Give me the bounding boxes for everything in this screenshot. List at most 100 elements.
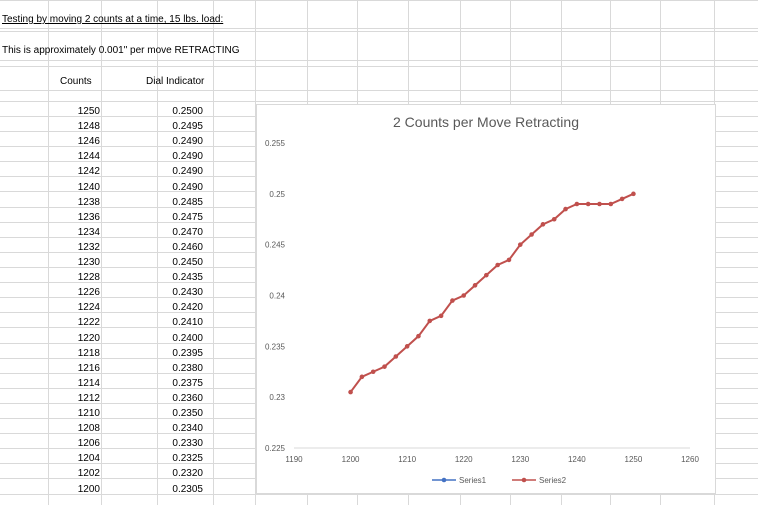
counts-cell[interactable]: 1220 bbox=[77, 333, 100, 344]
counts-cell[interactable]: 1244 bbox=[77, 151, 100, 162]
dial-indicator-cell[interactable]: 0.2360 bbox=[172, 393, 203, 404]
data-point[interactable] bbox=[540, 222, 546, 227]
dial-indicator-cell[interactable]: 0.2500 bbox=[172, 106, 203, 117]
counts-cell[interactable]: 1242 bbox=[77, 166, 100, 177]
row-gridline bbox=[0, 494, 758, 495]
dial-indicator-cell[interactable]: 0.2430 bbox=[172, 287, 203, 298]
data-point[interactable] bbox=[461, 293, 467, 298]
sheet-title-cell[interactable]: Testing by moving 2 counts at a time, 15… bbox=[2, 14, 224, 25]
data-point[interactable] bbox=[404, 344, 410, 349]
dial-indicator-cell[interactable]: 0.2485 bbox=[172, 197, 203, 208]
data-point[interactable] bbox=[416, 333, 421, 339]
data-point[interactable] bbox=[529, 232, 534, 237]
y-tick-label: 0.235 bbox=[265, 342, 286, 351]
data-point[interactable] bbox=[382, 364, 387, 369]
dial-indicator-cell[interactable]: 0.2305 bbox=[172, 484, 203, 495]
counts-cell[interactable]: 1246 bbox=[77, 136, 100, 147]
data-point[interactable] bbox=[608, 201, 614, 207]
data-point[interactable] bbox=[472, 283, 478, 288]
counts-cell[interactable]: 1222 bbox=[77, 317, 100, 328]
dial-indicator-cell[interactable]: 0.2400 bbox=[172, 333, 203, 344]
dial-indicator-cell[interactable]: 0.2475 bbox=[172, 212, 203, 223]
counts-cell[interactable]: 1208 bbox=[77, 423, 100, 434]
counts-cell[interactable]: 1202 bbox=[77, 468, 100, 479]
dial-indicator-cell[interactable]: 0.2490 bbox=[172, 182, 203, 193]
dial-indicator-cell[interactable]: 0.2450 bbox=[172, 257, 203, 268]
legend-marker bbox=[441, 477, 447, 483]
dial-indicator-cell[interactable]: 0.2490 bbox=[172, 151, 203, 162]
dial-indicator-cell[interactable]: 0.2420 bbox=[172, 302, 203, 313]
data-point[interactable] bbox=[450, 298, 455, 303]
counts-cell[interactable]: 1206 bbox=[77, 438, 100, 449]
dial-indicator-cell[interactable]: 0.2495 bbox=[172, 121, 203, 132]
dial-indicator-cell[interactable]: 0.2350 bbox=[172, 408, 203, 419]
data-point[interactable] bbox=[585, 201, 591, 207]
x-tick-label: 1250 bbox=[625, 455, 643, 464]
counts-cell[interactable]: 1236 bbox=[77, 212, 100, 223]
counts-cell[interactable]: 1210 bbox=[77, 408, 100, 419]
data-point[interactable] bbox=[597, 201, 602, 207]
counts-cell[interactable]: 1218 bbox=[77, 348, 100, 359]
data-point[interactable] bbox=[631, 191, 636, 197]
data-point[interactable] bbox=[348, 389, 353, 395]
data-point[interactable] bbox=[495, 262, 500, 268]
dial-indicator-cell[interactable]: 0.2380 bbox=[172, 363, 203, 374]
data-point[interactable] bbox=[563, 206, 568, 212]
x-tick-label: 1220 bbox=[455, 455, 473, 464]
data-point[interactable] bbox=[484, 272, 489, 278]
x-tick-label: 1200 bbox=[342, 455, 360, 464]
data-point[interactable] bbox=[517, 242, 523, 247]
counts-cell[interactable]: 1248 bbox=[77, 121, 100, 132]
data-point[interactable] bbox=[574, 201, 580, 207]
x-axis-ticks: 1190 1200 1210 1220 1230 1240 1250 1260 bbox=[285, 455, 699, 464]
dial-indicator-cell[interactable]: 0.2410 bbox=[172, 317, 203, 328]
dial-indicator-cell[interactable]: 0.2460 bbox=[172, 242, 203, 253]
dial-indicator-cell[interactable]: 0.2340 bbox=[172, 423, 203, 434]
counts-cell[interactable]: 1204 bbox=[77, 453, 100, 464]
row-gridline bbox=[0, 101, 758, 102]
counts-cell[interactable]: 1214 bbox=[77, 378, 100, 389]
counts-cell[interactable]: 1212 bbox=[77, 393, 100, 404]
counts-cell[interactable]: 1232 bbox=[77, 242, 100, 253]
counts-cell[interactable]: 1238 bbox=[77, 197, 100, 208]
dial-indicator-cell[interactable]: 0.2435 bbox=[172, 272, 203, 283]
dial-indicator-header-cell[interactable]: Dial Indicator bbox=[146, 76, 205, 87]
data-point[interactable] bbox=[551, 216, 557, 222]
dial-indicator-cell[interactable]: 0.2375 bbox=[172, 378, 203, 389]
data-point[interactable] bbox=[427, 318, 433, 324]
row-gridline bbox=[0, 66, 758, 67]
legend-label: Series2 bbox=[539, 476, 567, 485]
x-tick-label: 1260 bbox=[681, 455, 699, 464]
counts-cell[interactable]: 1216 bbox=[77, 363, 100, 374]
counts-cell[interactable]: 1230 bbox=[77, 257, 100, 268]
dial-indicator-cell[interactable]: 0.2490 bbox=[172, 166, 203, 177]
chart-legend: Series1 Series2 bbox=[432, 476, 567, 485]
counts-cell[interactable]: 1200 bbox=[77, 484, 100, 495]
chart-object[interactable]: 2 Counts per Move Retracting 0.225 0.23 0.… bbox=[256, 104, 716, 494]
counts-cell[interactable]: 1224 bbox=[77, 302, 100, 313]
column-gridline bbox=[255, 0, 256, 505]
dial-indicator-cell[interactable]: 0.2325 bbox=[172, 453, 203, 464]
counts-cell[interactable]: 1226 bbox=[77, 287, 100, 298]
dial-indicator-cell[interactable]: 0.2470 bbox=[172, 227, 203, 238]
row-gridline bbox=[0, 60, 758, 61]
dial-indicator-cell[interactable]: 0.2395 bbox=[172, 348, 203, 359]
data-point[interactable] bbox=[393, 354, 399, 359]
counts-cell[interactable]: 1250 bbox=[77, 106, 100, 117]
series-line[interactable] bbox=[349, 192, 634, 393]
data-point[interactable] bbox=[359, 374, 365, 380]
data-point[interactable] bbox=[438, 313, 444, 319]
counts-cell[interactable]: 1228 bbox=[77, 272, 100, 283]
data-point[interactable] bbox=[370, 369, 376, 375]
sheet-note-cell[interactable]: This is approximately 0.001" per move RE… bbox=[2, 45, 240, 56]
row-gridline bbox=[0, 28, 758, 29]
row-gridline bbox=[0, 31, 758, 32]
data-point[interactable] bbox=[619, 196, 625, 202]
data-point[interactable] bbox=[506, 257, 512, 263]
dial-indicator-cell[interactable]: 0.2490 bbox=[172, 136, 203, 147]
counts-cell[interactable]: 1234 bbox=[77, 227, 100, 238]
dial-indicator-cell[interactable]: 0.2330 bbox=[172, 438, 203, 449]
counts-cell[interactable]: 1240 bbox=[77, 182, 100, 193]
counts-header-cell[interactable]: Counts bbox=[60, 76, 92, 87]
dial-indicator-cell[interactable]: 0.2320 bbox=[172, 468, 203, 479]
